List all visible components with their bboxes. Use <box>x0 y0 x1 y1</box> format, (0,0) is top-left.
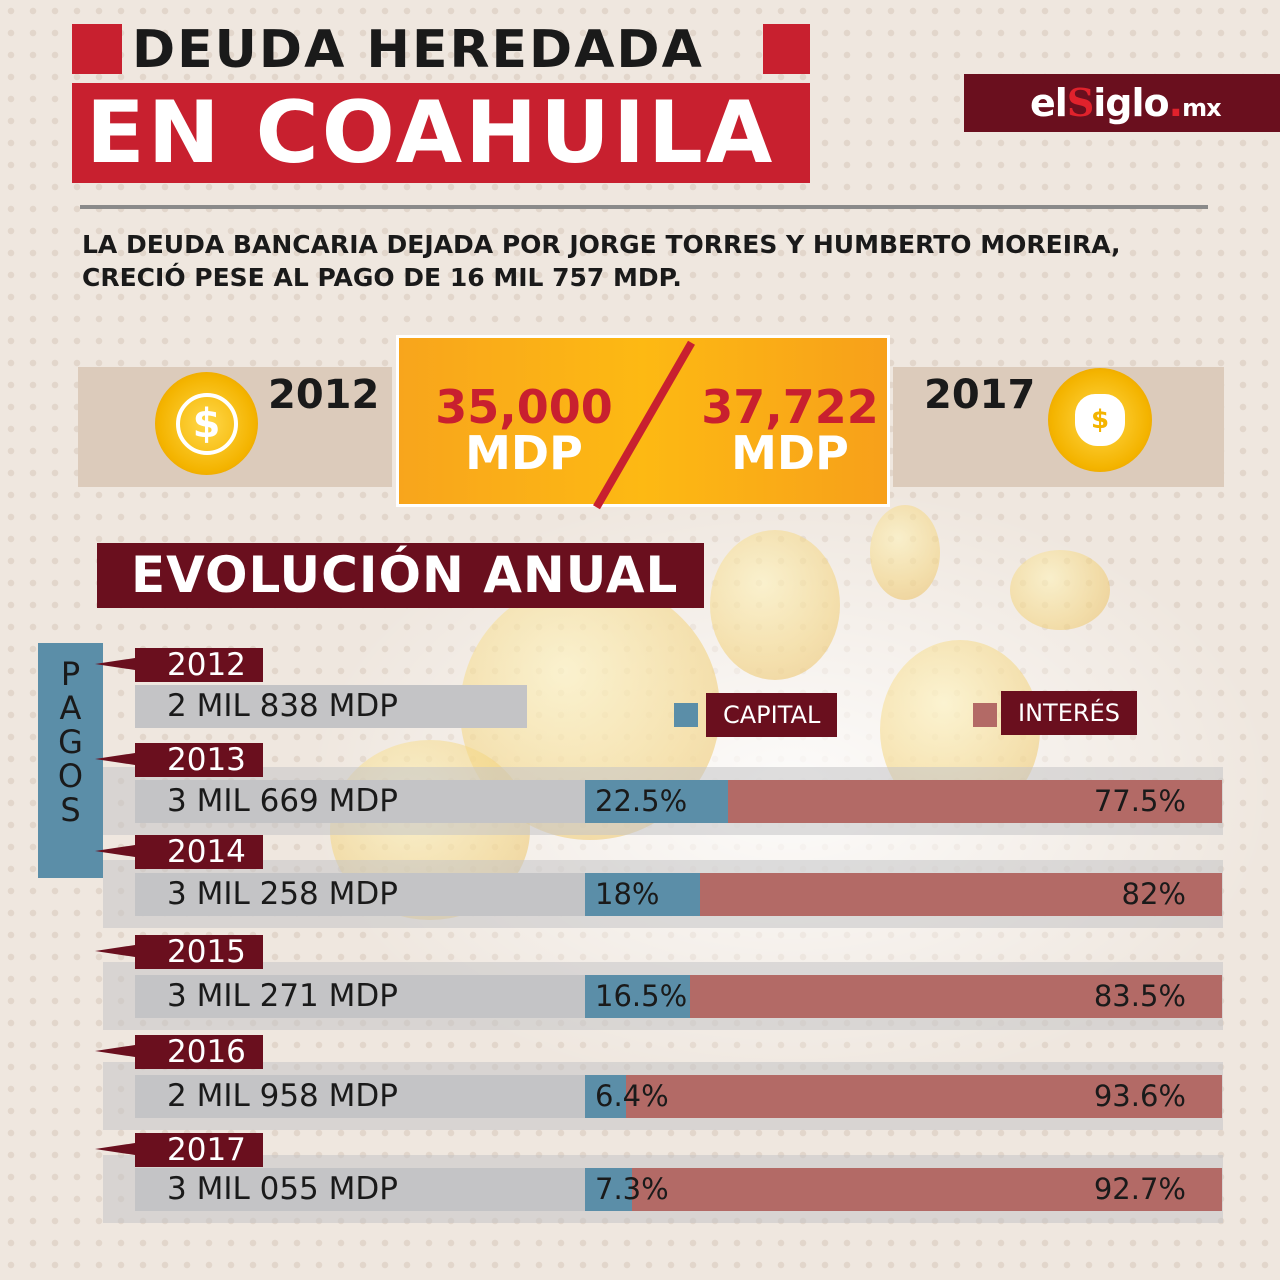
debt-comparison-box: 35,000 MDP 37,722 MDP <box>396 335 890 507</box>
year-tag: 2017 <box>135 1133 263 1167</box>
year-tag: 2012 <box>135 648 263 682</box>
label-capital: 16.5% <box>595 979 688 1013</box>
subtitle: LA DEUDA BANCARIA DEJADA POR JORGE TORRE… <box>82 230 1121 292</box>
bar-interes <box>699 873 1222 916</box>
label-interes: 82% <box>1121 877 1186 911</box>
payment-label: 3 MIL 271 MDP <box>135 975 585 1018</box>
payment-label: 3 MIL 055 MDP <box>135 1168 585 1211</box>
year-tag: 2013 <box>135 743 263 777</box>
payment-label: 2 MIL 838 MDP <box>135 685 527 728</box>
label-capital: 6.4% <box>595 1079 669 1113</box>
bar-interes <box>690 975 1222 1018</box>
bar-capital <box>585 1168 632 1211</box>
year-pointer <box>95 1143 135 1155</box>
bar-capital <box>585 873 700 916</box>
start-year: 2012 <box>268 372 380 418</box>
title-line2: EN COAHUILA <box>72 83 810 183</box>
year-pointer <box>95 658 135 670</box>
end-debt: 37,722 MDP <box>701 380 879 480</box>
bar-capital <box>585 975 691 1018</box>
year-pointer <box>95 753 135 765</box>
divider <box>80 205 1208 209</box>
year-tag: 2014 <box>135 835 263 869</box>
legend-swatch-interes <box>973 703 997 727</box>
coin-decoration <box>710 530 840 680</box>
year-pointer <box>95 945 135 957</box>
end-year: 2017 <box>924 372 1036 418</box>
coin-icon: $ <box>155 372 258 475</box>
label-interes: 92.7% <box>1093 1172 1186 1206</box>
label-interes: 83.5% <box>1093 979 1186 1013</box>
bar-interes <box>631 1168 1222 1211</box>
bar-capital <box>585 780 729 823</box>
label-capital: 18% <box>595 877 660 911</box>
elsiglo-logo: elSiglo.mx <box>964 74 1280 132</box>
legend-interes: INTERÉS <box>1001 691 1137 735</box>
label-capital: 7.3% <box>595 1172 669 1206</box>
legend-capital: CAPITAL <box>706 693 838 737</box>
year-pointer <box>95 845 135 857</box>
title-square-left <box>72 24 122 74</box>
coin-decoration <box>1010 550 1110 630</box>
payment-label: 3 MIL 258 MDP <box>135 873 585 916</box>
payment-label: 3 MIL 669 MDP <box>135 780 585 823</box>
title-square-right <box>763 24 810 74</box>
label-interes: 93.6% <box>1093 1079 1186 1113</box>
year-tag: 2015 <box>135 935 263 969</box>
label-capital: 22.5% <box>595 784 688 818</box>
bar-interes <box>728 780 1222 823</box>
label-interes: 77.5% <box>1093 784 1186 818</box>
money-bag-icon: $ <box>1048 368 1152 472</box>
year-tag: 2016 <box>135 1035 263 1069</box>
legend-swatch-capital <box>674 703 698 727</box>
coin-decoration <box>870 505 940 600</box>
year-pointer <box>95 1045 135 1057</box>
bar-interes <box>625 1075 1222 1118</box>
bar-capital <box>585 1075 626 1118</box>
section-title: EVOLUCIÓN ANUAL <box>97 543 704 608</box>
title-line1: DEUDA HEREDADA <box>132 20 704 80</box>
start-debt: 35,000 MDP <box>435 380 613 480</box>
payment-label: 2 MIL 958 MDP <box>135 1075 585 1118</box>
